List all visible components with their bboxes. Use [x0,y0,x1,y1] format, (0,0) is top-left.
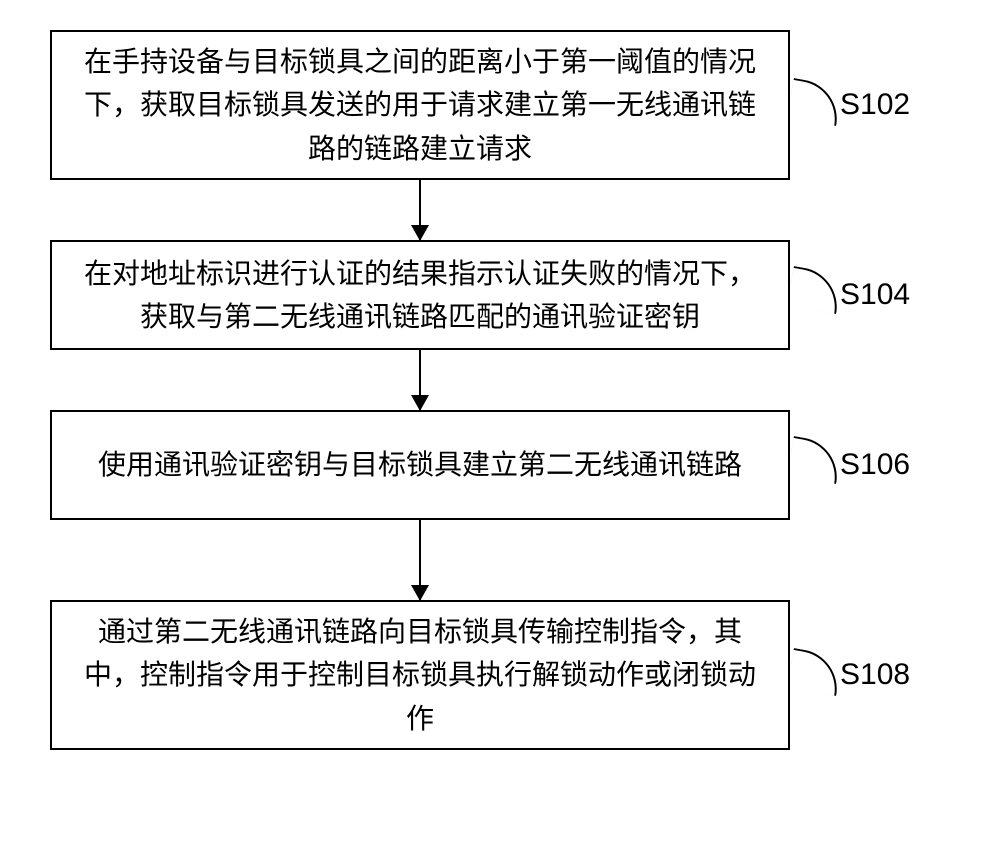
flow-box-4: 通过第二无线通讯链路向目标锁具传输控制指令，其中，控制指令用于控制目标锁具执行解… [50,600,790,750]
flow-label-3: S106 [840,448,910,482]
flow-label-2: S104 [840,278,910,312]
flow-box-2: 在对地址标识进行认证的结果指示认证失败的情况下，获取与第二无线通讯链路匹配的通讯… [50,240,790,350]
arrow-icon [411,585,429,601]
flow-text-1: 在手持设备与目标锁具之间的距离小于第一阈值的情况下，获取目标锁具发送的用于请求建… [77,40,763,170]
flow-text-4: 通过第二无线通讯链路向目标锁具传输控制指令，其中，控制指令用于控制目标锁具执行解… [77,610,763,740]
flow-text-3: 使用通讯验证密钥与目标锁具建立第二无线通讯链路 [98,443,742,486]
flow-node-4: 通过第二无线通讯链路向目标锁具传输控制指令，其中，控制指令用于控制目标锁具执行解… [50,600,950,750]
label-connector-1 [787,78,843,126]
flow-label-4: S108 [840,658,910,692]
label-connector-2 [787,266,843,314]
flowchart-container: 在手持设备与目标锁具之间的距离小于第一阈值的情况下，获取目标锁具发送的用于请求建… [50,30,950,750]
flow-connector-1 [50,180,790,240]
flow-node-3: 使用通讯验证密钥与目标锁具建立第二无线通讯链路 S106 [50,410,950,520]
flow-node-2: 在对地址标识进行认证的结果指示认证失败的情况下，获取与第二无线通讯链路匹配的通讯… [50,240,950,350]
flow-label-1: S102 [840,88,910,122]
arrow-icon [411,395,429,411]
flow-connector-3 [50,520,790,600]
arrow-icon [411,225,429,241]
label-connector-3 [787,436,843,484]
label-connector-4 [787,648,843,696]
flow-text-2: 在对地址标识进行认证的结果指示认证失败的情况下，获取与第二无线通讯链路匹配的通讯… [77,252,763,339]
flow-box-1: 在手持设备与目标锁具之间的距离小于第一阈值的情况下，获取目标锁具发送的用于请求建… [50,30,790,180]
flow-node-1: 在手持设备与目标锁具之间的距离小于第一阈值的情况下，获取目标锁具发送的用于请求建… [50,30,950,180]
flow-box-3: 使用通讯验证密钥与目标锁具建立第二无线通讯链路 [50,410,790,520]
flow-connector-2 [50,350,790,410]
